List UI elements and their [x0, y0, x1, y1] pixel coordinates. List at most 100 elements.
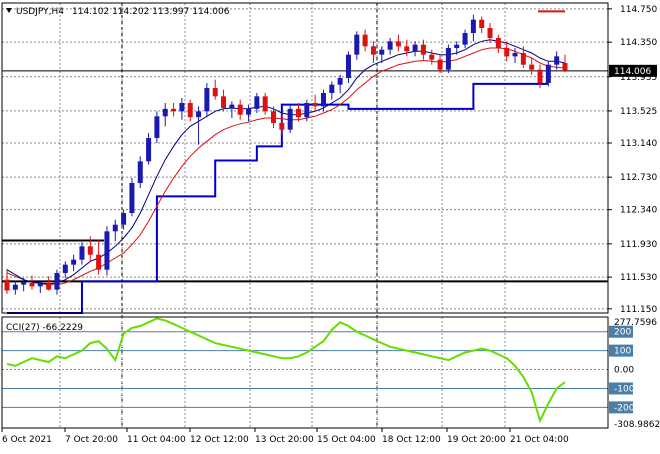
- candle-body: [354, 34, 360, 55]
- symbol-label: USDJPY,H4: [16, 7, 64, 17]
- candle-body: [237, 104, 243, 115]
- candlesticks: [4, 14, 568, 295]
- time-tick-label: 13 Oct 20:00: [255, 435, 314, 445]
- candle-body: [271, 111, 277, 123]
- candle-body: [262, 96, 268, 112]
- price-tick-label: 113.525: [620, 107, 657, 117]
- candle-body: [395, 41, 401, 47]
- candle-body: [479, 19, 485, 28]
- candle-body: [445, 48, 451, 70]
- candle-body: [129, 183, 135, 213]
- price-axis: 114.750 114.350 113.935 113.525 113.140 112.7…: [608, 5, 657, 315]
- cci-level-box: [609, 401, 633, 414]
- current-price-label: 114.006: [614, 67, 651, 77]
- candle-body: [179, 103, 185, 112]
- candle-body: [545, 64, 551, 83]
- candle-body: [71, 259, 77, 265]
- time-tick-label: 21 Oct 04:00: [510, 435, 569, 445]
- candle-body: [370, 46, 376, 55]
- candle-body: [187, 103, 193, 118]
- candle-body: [429, 54, 435, 60]
- candle-body: [112, 224, 118, 232]
- cci-level-box: [609, 382, 633, 395]
- price-tick-label: 112.730: [620, 173, 657, 183]
- candle-body: [79, 246, 85, 260]
- candle-body: [37, 283, 43, 287]
- candle-body: [46, 283, 52, 290]
- candle-body: [454, 44, 460, 48]
- candle-body: [495, 38, 501, 48]
- price-tick-label: 113.140: [620, 139, 657, 149]
- cci-line: [6, 317, 566, 424]
- candle-body: [312, 103, 318, 107]
- time-tick-label: 7 Oct 20:00: [65, 435, 118, 445]
- candle-body: [96, 254, 102, 270]
- cci-tick-label: -200: [614, 403, 635, 413]
- price-tick-label: 114.350: [620, 38, 657, 48]
- candle-body: [154, 116, 160, 138]
- cci-tick-label: -308.9862: [614, 420, 660, 430]
- candle-body: [412, 44, 418, 52]
- candle-body: [487, 28, 493, 38]
- candle-body: [329, 84, 335, 93]
- candle-body: [221, 96, 227, 108]
- candle-body: [21, 282, 27, 285]
- time-tick-label: 19 Oct 20:00: [447, 435, 506, 445]
- panel-frames: [1, 2, 609, 429]
- candle-body: [162, 108, 168, 117]
- candle-body: [104, 231, 110, 270]
- cci-line-group: [6, 317, 566, 424]
- candle-body: [146, 138, 152, 162]
- candle-body: [87, 246, 93, 255]
- candle-body: [404, 46, 410, 52]
- candle-body: [554, 56, 560, 65]
- candle-body: [529, 64, 535, 70]
- candle-body: [387, 41, 393, 50]
- candle-body: [204, 88, 210, 112]
- cci-level-box: [609, 344, 633, 357]
- cci-tick-label: 200: [614, 328, 631, 338]
- candle-body: [512, 53, 518, 57]
- chart-header: USDJPY,H4 114.102 114.202 113.997 114.00…: [6, 7, 230, 17]
- candle-body: [229, 104, 235, 108]
- support-step-path: [7, 82, 549, 314]
- price-tick-label: 112.340: [620, 206, 657, 216]
- candle-body: [279, 123, 285, 130]
- candle-body: [62, 264, 68, 273]
- candle-body: [337, 78, 343, 85]
- candle-body: [212, 88, 218, 97]
- candle-body: [12, 284, 18, 290]
- cci-tick-label: 277.7596: [614, 318, 657, 328]
- cci-level-box: [609, 325, 633, 338]
- price-tick-label: 111.150: [620, 305, 657, 315]
- candle-body: [4, 279, 10, 291]
- candle-body: [437, 59, 443, 70]
- cci-tick-label: 0.00: [614, 366, 634, 376]
- current-price-box: [609, 64, 657, 77]
- time-tick-label: 12 Oct 12:00: [190, 435, 249, 445]
- price-tick-label: 111.530: [620, 273, 657, 283]
- candle-body: [345, 54, 351, 78]
- chart-menu-triangle-icon[interactable]: [6, 8, 12, 13]
- candle-body: [537, 69, 543, 83]
- cci-grid: [2, 317, 608, 428]
- candle-body: [171, 108, 177, 112]
- candle-body: [379, 49, 385, 55]
- candle-body: [254, 96, 260, 109]
- candle-body: [295, 108, 301, 118]
- candle-body: [470, 19, 476, 33]
- candle-body: [54, 273, 60, 290]
- candle-body: [304, 103, 310, 118]
- candle-body: [420, 44, 426, 55]
- candle-body: [362, 34, 368, 47]
- ohlc-label: 114.102 114.202 113.997 114.006: [72, 7, 230, 17]
- price-tick-label: 113.935: [620, 73, 657, 83]
- candle-body: [504, 48, 510, 57]
- cci-tick-label: 100: [614, 347, 631, 357]
- candle-body: [137, 161, 143, 183]
- time-axis: 6 Oct 2021 7 Oct 20:00 11 Oct 04:00 12 Oct …: [1, 428, 569, 445]
- time-tick-label: 11 Oct 04:00: [127, 435, 186, 445]
